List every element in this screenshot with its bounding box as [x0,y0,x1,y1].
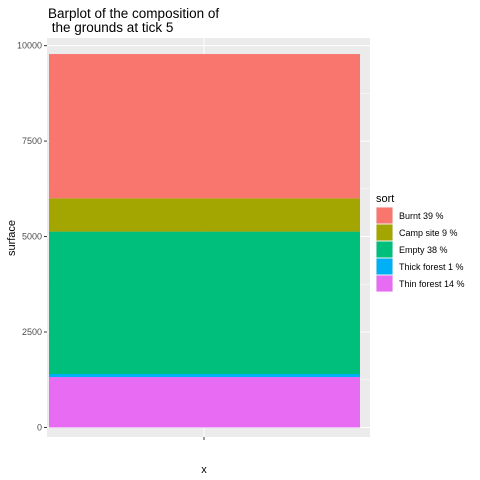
legend: sort Burnt 39 % Camp site 9 % Empty 38 % Th… [376,193,465,292]
y-tick-label: 2500 [22,327,42,337]
legend-label: Thin forest 14 % [399,279,465,289]
bar-segment [49,374,360,378]
y-tick-label: 5000 [22,232,42,242]
bar-segment [49,377,360,428]
legend-swatch [376,258,393,275]
y-tick-label: 10000 [17,41,42,51]
chart-title-line-1: Barplot of the composition of [48,6,219,21]
bar-segment [49,198,360,232]
chart-title: Barplot of the composition of the ground… [48,6,219,35]
bar-stack [49,54,360,428]
legend-swatch [376,241,393,258]
legend-items: Burnt 39 % Camp site 9 % Empty 38 % Thick f… [376,207,465,292]
legend-label: Camp site 9 % [399,228,458,238]
legend-label: Thick forest 1 % [399,262,464,272]
chart-title-line-2: the grounds at tick 5 [48,20,173,35]
legend-swatch [376,207,393,224]
x-axis-label: x [201,464,207,476]
y-axis-label: surface [6,220,18,256]
legend-title: sort [376,193,394,205]
legend-label: Burnt 39 % [399,211,444,221]
y-tick-label: 0 [37,422,42,432]
y-tick-label: 7500 [22,136,42,146]
legend-swatch [376,224,393,241]
y-axis: 0 2500 5000 7500 10000 [17,41,47,432]
legend-swatch [376,275,393,292]
legend-label: Empty 38 % [399,245,448,255]
bar-segment [49,54,360,199]
bar-segment [49,231,360,374]
